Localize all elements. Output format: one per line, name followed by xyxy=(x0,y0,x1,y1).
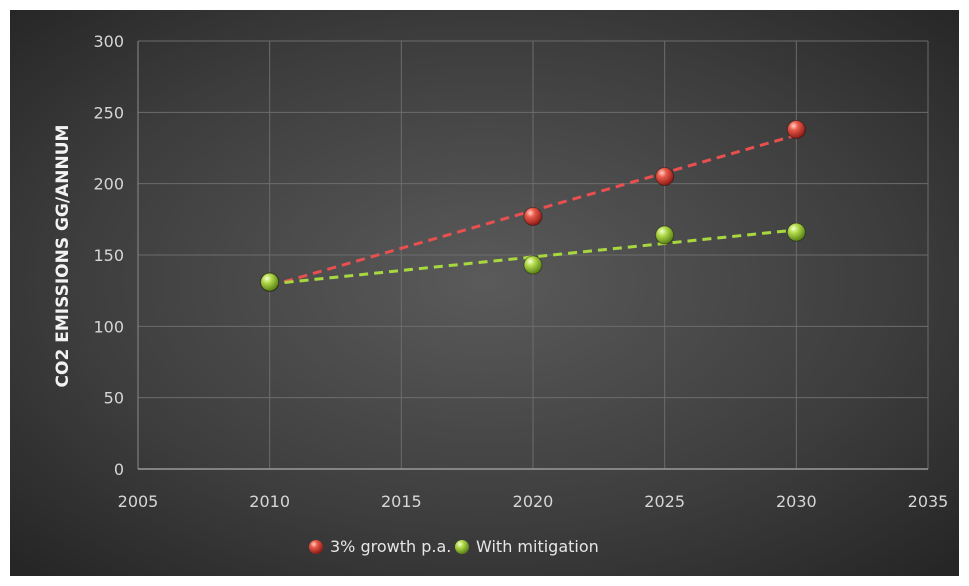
data-point-series-2 xyxy=(260,272,280,292)
data-point-series-1 xyxy=(786,119,806,139)
legend-marker-series-1 xyxy=(309,540,323,554)
data-point-series-1 xyxy=(523,206,543,226)
x-tick-label: 2020 xyxy=(513,492,554,511)
x-tick-label: 2030 xyxy=(776,492,817,511)
x-tick-label: 2035 xyxy=(908,492,949,511)
data-points xyxy=(260,119,806,292)
legend-label-series-1: 3% growth p.a. xyxy=(330,537,451,556)
y-tick-label: 200 xyxy=(93,175,124,194)
data-point-series-2 xyxy=(523,255,543,275)
y-tick-label: 100 xyxy=(93,317,124,336)
y-tick-label: 300 xyxy=(93,32,124,51)
chart-background xyxy=(10,10,959,576)
x-tick-label: 2025 xyxy=(644,492,685,511)
y-axis-title: CO2 EMISSIONS GG/ANNUM xyxy=(53,125,73,388)
y-tick-label: 50 xyxy=(104,389,124,408)
y-tick-label: 0 xyxy=(114,460,124,479)
x-tick-label: 2015 xyxy=(381,492,422,511)
legend: 3% growth p.a. With mitigation xyxy=(309,537,599,556)
y-tick-label: 150 xyxy=(93,246,124,265)
x-tick-label: 2005 xyxy=(118,492,159,511)
y-tick-label: 250 xyxy=(93,103,124,122)
data-point-series-1 xyxy=(655,167,675,187)
axes: 0 50 100 150 200 250 300 2005 2010 2015 2020 2025 20… xyxy=(93,32,948,511)
legend-marker-series-2 xyxy=(455,540,469,554)
x-tick-label: 2010 xyxy=(249,492,290,511)
legend-label-series-2: With mitigation xyxy=(476,537,599,556)
data-point-series-2 xyxy=(655,225,675,245)
data-point-series-2 xyxy=(786,222,806,242)
trendline-series-2 xyxy=(269,228,797,286)
